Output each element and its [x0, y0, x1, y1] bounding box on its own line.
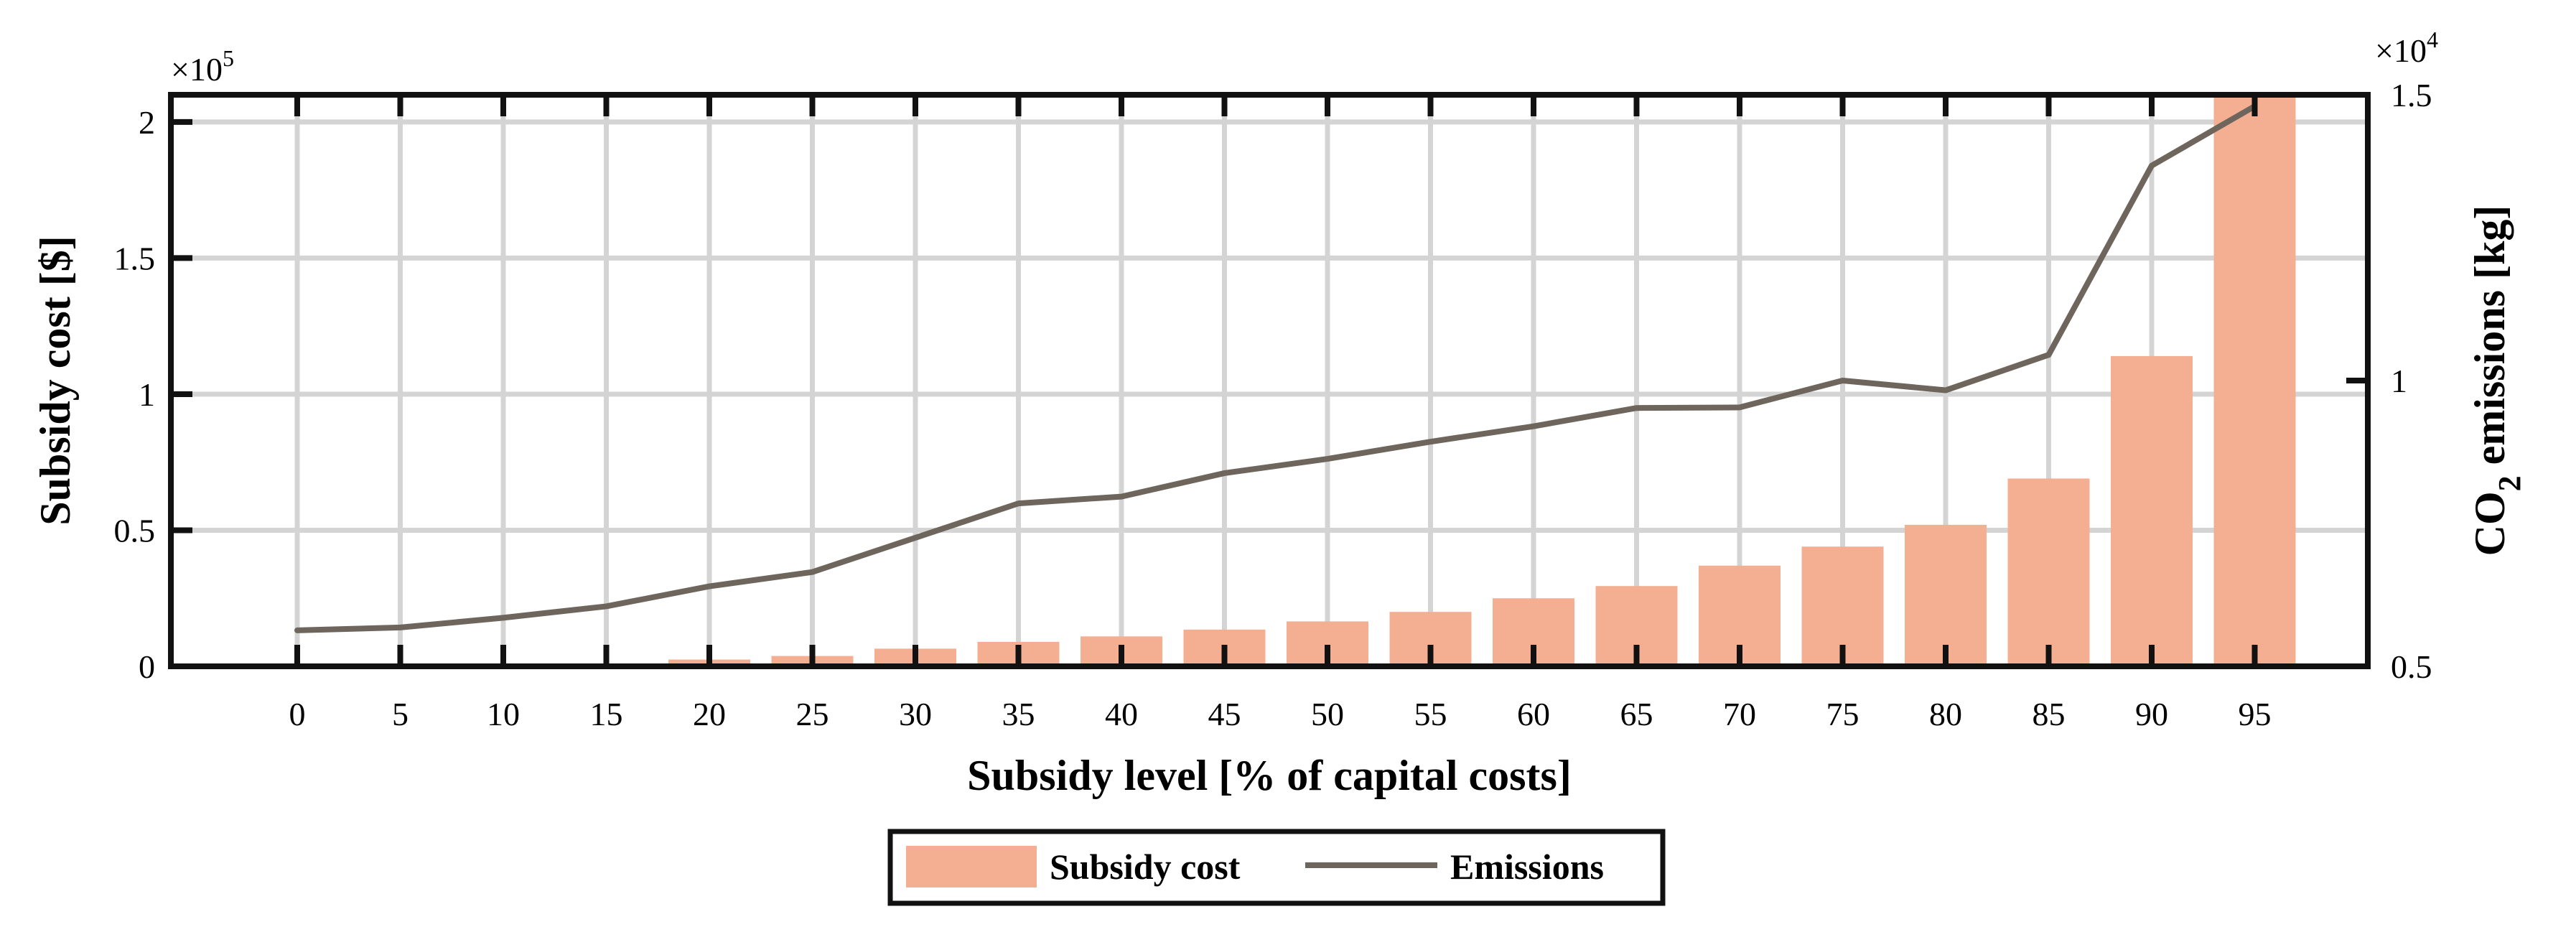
x-tick-label-0: 0	[289, 696, 306, 732]
x-tick-label-15: 15	[590, 696, 623, 732]
left-tick-label-4: 2	[139, 104, 155, 141]
right-tick-label-1: 1	[2391, 363, 2407, 399]
bar-subsidy-cost-90	[2111, 355, 2193, 666]
bar-subsidy-cost-80	[1905, 524, 1987, 666]
x-tick-label-60: 60	[1517, 696, 1550, 732]
x-tick-label-35: 35	[1002, 696, 1035, 732]
legend: Subsidy cost Emissions	[887, 829, 1666, 906]
x-tick-label-20: 20	[693, 696, 726, 732]
axes-layer	[168, 92, 2371, 669]
left-tick-label-2: 1	[139, 376, 155, 413]
left-exponent-base: ×10	[171, 51, 223, 88]
x-axis-title: Subsidy level [% of capital costs]	[967, 752, 1572, 799]
right-exponent-base: ×10	[2375, 32, 2427, 69]
legend-label-subsidy-cost: Subsidy cost	[1050, 847, 1241, 887]
legend-label-emissions: Emissions	[1450, 847, 1604, 887]
tick-labels: 0 5 10 15 20 25 30 35 40 45 50 55 60 65 70 75 80 85 90 95 0 0…	[114, 77, 2432, 732]
left-tick-label-1: 0.5	[114, 512, 156, 549]
x-tick-label-50: 50	[1311, 696, 1344, 732]
x-tick-label-95: 95	[2239, 696, 2272, 732]
right-axis-exponent: ×104	[2375, 27, 2438, 69]
x-tick-label-70: 70	[1723, 696, 1756, 732]
grid-layer	[171, 95, 2368, 669]
x-tick-label-45: 45	[1208, 696, 1241, 732]
y-axis-title-right-rest: emissions [kg]	[2466, 205, 2514, 476]
left-tick-label-0: 0	[139, 648, 155, 685]
right-exponent-power: 4	[2427, 27, 2438, 52]
right-tick-label-2: 1.5	[2391, 77, 2432, 113]
left-exponent-power: 5	[223, 45, 234, 71]
x-tick-label-85: 85	[2033, 696, 2066, 732]
x-tick-label-90: 90	[2135, 696, 2168, 732]
x-tick-label-25: 25	[796, 696, 829, 732]
bar-subsidy-cost-95	[2213, 95, 2296, 666]
y-axis-title-left: Subsidy cost [$]	[32, 236, 79, 525]
legend-swatch-subsidy-cost	[906, 846, 1037, 887]
y-axis-title-right-main: CO	[2466, 491, 2514, 556]
x-tick-label-5: 5	[392, 696, 409, 732]
emissions-line	[294, 103, 2258, 633]
bar-subsidy-cost-85	[2007, 478, 2090, 666]
x-tick-label-75: 75	[1826, 696, 1859, 732]
left-tick-label-3: 1.5	[114, 240, 156, 276]
x-tick-label-80: 80	[1929, 696, 1962, 732]
left-axis-exponent: ×105	[171, 45, 234, 88]
x-tick-label-10: 10	[487, 696, 520, 732]
right-tick-label-0: 0.5	[2391, 648, 2432, 685]
x-tick-label-40: 40	[1105, 696, 1138, 732]
y-axis-title-right: CO2 emissions [kg]	[2466, 205, 2527, 556]
x-tick-label-55: 55	[1414, 696, 1447, 732]
line-series-emissions	[294, 103, 2258, 633]
x-tick-label-65: 65	[1620, 696, 1653, 732]
x-tick-label-30: 30	[899, 696, 932, 732]
y-axis-title-right-sub: 2	[2492, 475, 2527, 491]
